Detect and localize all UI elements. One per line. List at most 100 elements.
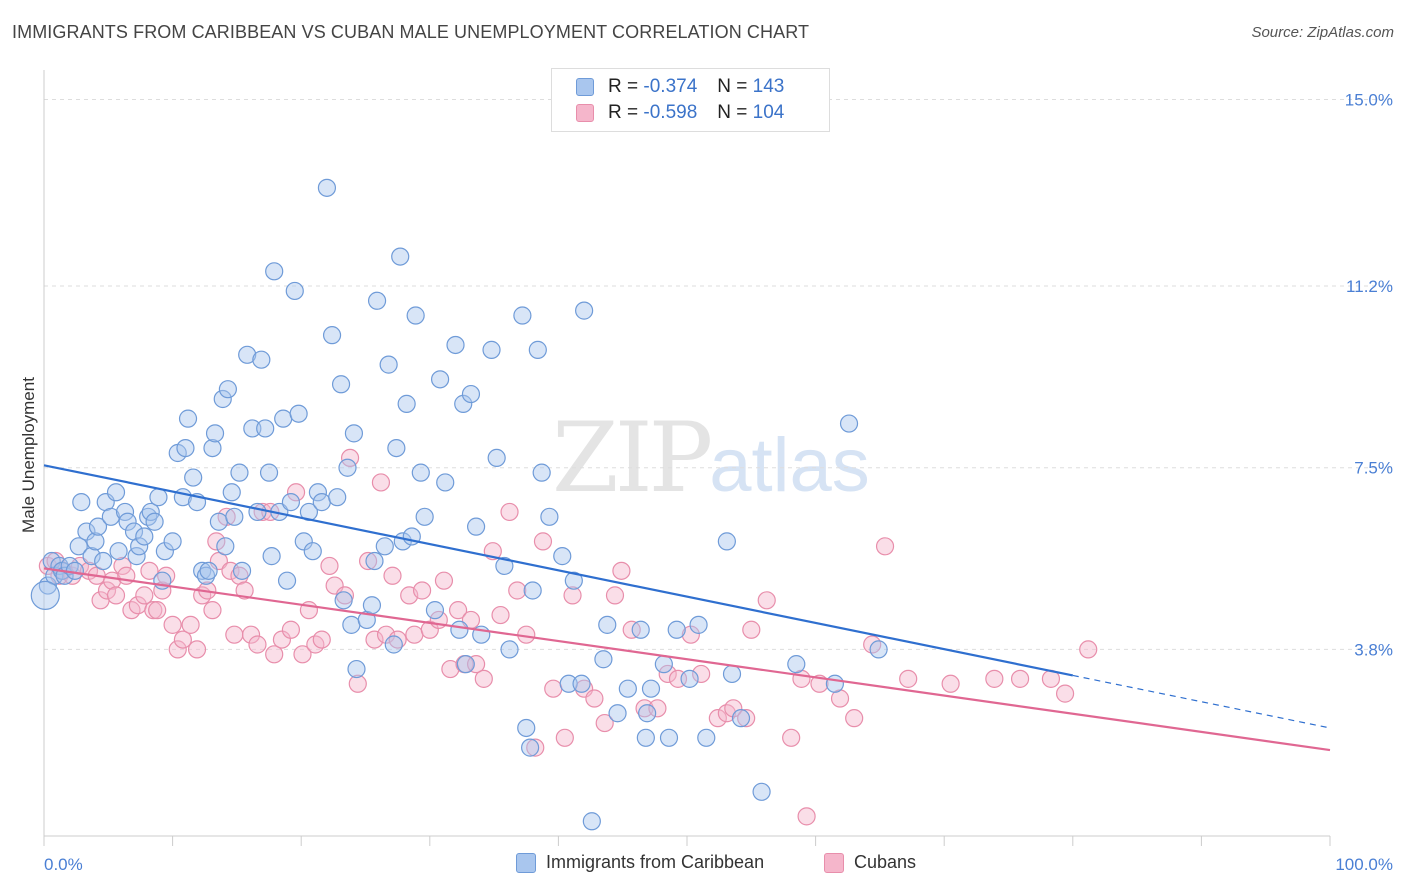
bottom-legend-label: Cubans: [854, 852, 917, 872]
cubans-point: [555, 728, 574, 747]
legend-n-label: N =: [717, 102, 748, 123]
caribbean-point: [825, 674, 844, 693]
cubans-point: [225, 625, 244, 644]
caribbean-point: [787, 655, 806, 674]
caribbean-point: [256, 419, 275, 438]
cubans-point: [985, 669, 1004, 688]
cubans-point: [595, 713, 614, 733]
cubans-point: [585, 689, 604, 708]
caribbean-point: [248, 502, 267, 522]
caribbean-point: [149, 488, 168, 507]
caribbean-point: [500, 640, 519, 659]
caribbean-point: [594, 650, 613, 669]
caribbean-point: [450, 620, 469, 639]
cubans-point: [148, 601, 167, 620]
cubans-point: [875, 537, 895, 556]
bottom-legend-cubans: Cubans: [824, 852, 916, 873]
legend-swatch-blue: [576, 78, 594, 96]
axes: [43, 70, 1331, 846]
cubans-point: [797, 807, 816, 826]
y-tick-label: 3.8%: [1354, 640, 1393, 659]
caribbean-point: [225, 507, 244, 526]
caribbean-point: [411, 463, 430, 482]
legend-n-label: N =: [717, 76, 748, 97]
caribbean-point: [461, 384, 481, 404]
caribbean-point: [391, 247, 410, 266]
cubans-point: [491, 605, 510, 625]
cubans-point: [281, 620, 301, 639]
cubans-point: [348, 674, 367, 693]
caribbean-point: [572, 674, 591, 693]
cubans-point: [293, 645, 312, 664]
cubans-point: [612, 561, 631, 580]
tick-labels: 3.8% 7.5% 11.2% 15.0% 0.0% 100.0%: [44, 90, 1393, 874]
caribbean-point: [88, 517, 108, 536]
caribbean-point: [328, 488, 347, 507]
caribbean-point: [135, 527, 154, 546]
caribbean-point: [436, 473, 455, 492]
cubans-point: [757, 591, 776, 610]
caribbean-point: [425, 601, 445, 620]
caribbean-point: [689, 615, 708, 634]
cubans-point: [405, 625, 424, 644]
caribbean-point: [482, 340, 501, 359]
caribbean-point: [406, 306, 425, 325]
caribbean-point: [252, 350, 271, 369]
cubans-point: [235, 581, 254, 600]
cubans-point: [241, 625, 261, 644]
caribbean-point: [213, 389, 232, 409]
caribbean-point: [347, 659, 366, 679]
cubans-point: [1055, 684, 1075, 703]
caribbean-point: [365, 551, 384, 571]
caribbean-point: [387, 438, 406, 458]
cubans-point: [173, 630, 192, 649]
caribbean-point: [517, 718, 536, 738]
caribbean-point: [582, 812, 601, 831]
cubans-point: [207, 532, 226, 551]
caribbean-point: [101, 507, 120, 526]
caribbean-point: [30, 580, 60, 610]
y-axis-label: Male Unemployment: [19, 377, 38, 533]
correlation-legend: R = -0.374 N = 143 R = -0.598 N = 104: [551, 68, 830, 132]
cubans-point: [635, 699, 654, 718]
caribbean-point: [575, 301, 594, 320]
caribbean-point: [196, 566, 216, 585]
caribbean-point: [176, 438, 195, 458]
caribbean-point: [285, 281, 304, 301]
watermark-atlas: atlas: [709, 423, 870, 508]
source-credit: Source: ZipAtlas.com: [1251, 24, 1394, 41]
caribbean-point: [281, 493, 301, 512]
caribbean-point: [238, 345, 257, 364]
caribbean-point: [94, 551, 113, 571]
cubans-point: [187, 640, 207, 659]
cubans-point: [1079, 640, 1098, 659]
caribbean-point: [106, 483, 126, 502]
caribbean-point: [521, 738, 540, 757]
caribbean-point: [109, 542, 128, 561]
cubans-point: [181, 615, 200, 634]
caribbean-point: [379, 355, 398, 374]
caribbean-point: [540, 507, 559, 526]
x-tick-label: 0.0%: [44, 855, 83, 874]
caribbean-point: [839, 414, 859, 433]
caribbean-point: [513, 306, 532, 325]
caribbean-point: [303, 542, 322, 561]
cubans-point: [371, 473, 391, 492]
legend-swatch-pink: [576, 104, 594, 122]
caribbean-point: [331, 375, 351, 394]
legend-r-label: R =: [608, 76, 639, 97]
cubans-point: [724, 699, 743, 718]
caribbean-point: [322, 326, 342, 345]
caribbean-point: [178, 409, 198, 428]
caribbean-point: [430, 370, 450, 389]
caribbean-point: [869, 640, 888, 659]
trend-lines: [43, 464, 1331, 752]
caribbean-point: [598, 615, 617, 634]
cubans-point: [312, 630, 331, 649]
bottom-legend-label: Immigrants from Caribbean: [546, 852, 765, 872]
caribbean-point: [338, 458, 357, 477]
cubans-point: [658, 664, 677, 684]
caribbean-point: [130, 537, 149, 556]
caribbean-point: [752, 782, 771, 801]
caribbean-point: [367, 291, 387, 310]
